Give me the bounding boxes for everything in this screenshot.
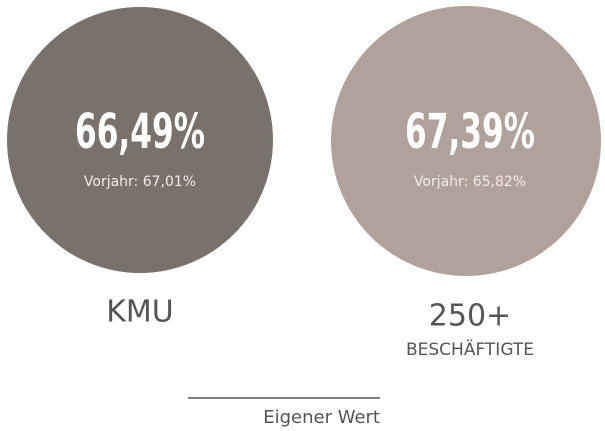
circle-kmu bbox=[7, 7, 273, 273]
value: 66,49% bbox=[75, 104, 205, 160]
sublabel: BESCHÄFTIGTE bbox=[406, 339, 534, 360]
previous-value: Vorjahr: 67,01% bbox=[84, 174, 196, 190]
circle-large bbox=[331, 6, 601, 276]
value: 67,39% bbox=[405, 104, 535, 160]
label: KMU bbox=[106, 295, 174, 330]
label: 250+ bbox=[429, 299, 511, 334]
legend-text: Eigener Wert bbox=[263, 407, 380, 428]
previous-value: Vorjahr: 65,82% bbox=[414, 174, 526, 190]
